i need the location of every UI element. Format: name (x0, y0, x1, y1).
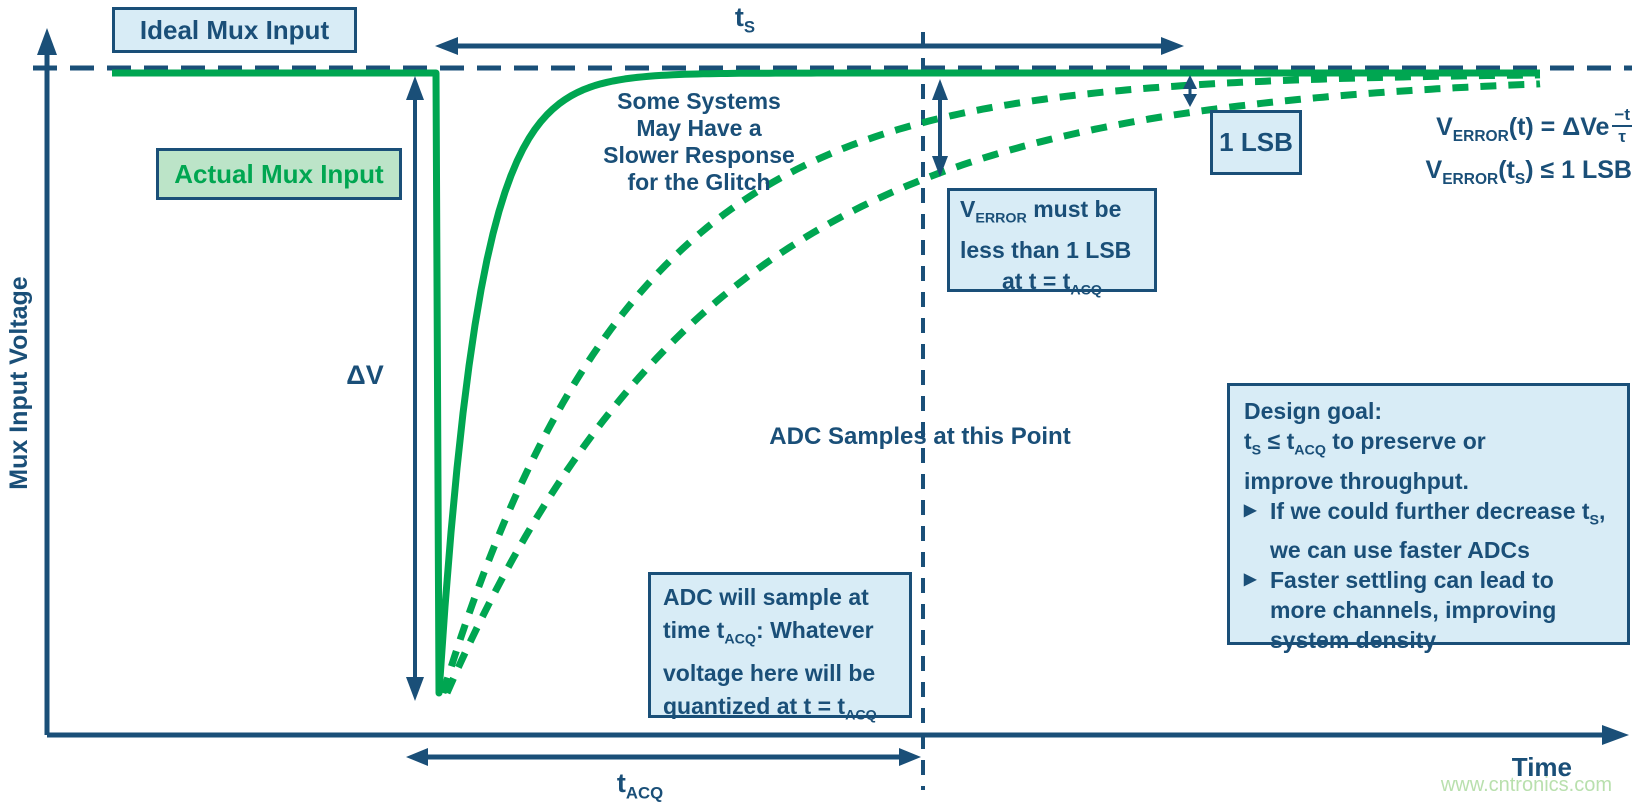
design-goal-title: Design goal: (1244, 398, 1383, 424)
actual-mux-slow-response-curve-1 (439, 71, 1541, 695)
equation-verror-t: VERROR(t) = ΔVe −t τ (1436, 105, 1632, 146)
verror-box-line-3: at t = tACQ (1001, 267, 1103, 299)
verror-arrowhead-bottom (932, 156, 948, 177)
actual-mux-input-curve (112, 69, 1541, 697)
exponent-fraction: −t τ (1612, 105, 1632, 146)
adc-box-line-2: time tACQ: Whatever (663, 617, 874, 648)
slower-response-line-3: Slower Response (603, 142, 795, 168)
ts-arrowhead-left (435, 37, 458, 55)
ts-arrowhead-right (1161, 37, 1184, 55)
delta-v-arrowhead-top (406, 76, 424, 100)
tacq-label: tACQ (616, 768, 664, 802)
ideal-mux-input-label: Ideal Mux Input (139, 15, 330, 45)
y-axis-arrowhead (37, 28, 57, 55)
one-lsb-label: 1 LSB (1219, 127, 1293, 157)
watermark: www.cntronics.com (1440, 774, 1612, 796)
slower-response-line-2: May Have a (636, 115, 762, 141)
slower-response-line-1: Some Systems (617, 88, 781, 114)
design-goal-line-3: improve throughput. (1244, 467, 1469, 494)
y-axis-label: Mux Input Voltage (5, 276, 33, 490)
ts-label: tS (734, 2, 756, 37)
bullet-triangle-icon: ▶ (1244, 571, 1257, 589)
x-axis-arrowhead (1602, 725, 1629, 745)
adc-box-line-4: quantized at t = tACQ (663, 692, 877, 724)
adc-box-line-1: ADC will sample at (663, 584, 869, 610)
slower-response-annotation: Some Systems May Have a Slower Response … (588, 88, 810, 196)
actual-mux-input-box: Actual Mux Input (156, 148, 402, 200)
tacq-arrowhead-right (899, 748, 921, 766)
actual-mux-slow-response-curve-2 (443, 80, 1541, 695)
verror-box-line-1: VERROR must be (960, 196, 1122, 227)
design-goal-line-2: tS ≤ tACQ to preserve or (1244, 428, 1486, 459)
adc-sample-box: ADC will sample at time tACQ: Whatever v… (648, 572, 912, 723)
delta-v-label: ΔV (346, 360, 384, 390)
ideal-mux-input-box: Ideal Mux Input (112, 7, 357, 53)
adc-samples-annotation: ADC Samples at this Point (769, 423, 1071, 450)
one-lsb-arrowhead-bottom (1183, 94, 1197, 107)
actual-mux-input-label: Actual Mux Input (174, 159, 384, 189)
one-lsb-arrowhead-top (1183, 75, 1197, 89)
design-goal-bullet-1: ▶ If we could further decrease tS, we ca… (1244, 497, 1606, 564)
equations-block: VERROR(t) = ΔVe −t τ VERROR(tS) ≤ 1 LSB (1330, 106, 1632, 189)
slower-response-line-4: for the Glitch (627, 169, 771, 195)
design-goal-box: Design goal: tS ≤ tACQ to preserve or im… (1227, 383, 1630, 653)
equation-verror-ts: VERROR(tS) ≤ 1 LSB (1425, 156, 1632, 188)
one-lsb-box: 1 LSB (1210, 110, 1302, 175)
verror-requirement-box: VERROR must be less than 1 LSB at t = tA… (947, 188, 1157, 298)
delta-v-arrowhead-bottom (406, 677, 424, 701)
adc-box-line-3: voltage here will be (663, 659, 876, 686)
x-axis-label: Time (1511, 752, 1572, 782)
design-goal-bullet-2: ▶ Faster settling can lead to more chann… (1244, 567, 1557, 654)
verror-arrowhead-top (932, 79, 948, 100)
verror-box-line-2: less than 1 LSB (960, 236, 1132, 263)
bullet-triangle-icon: ▶ (1244, 501, 1257, 519)
tacq-arrowhead-left (406, 748, 428, 766)
